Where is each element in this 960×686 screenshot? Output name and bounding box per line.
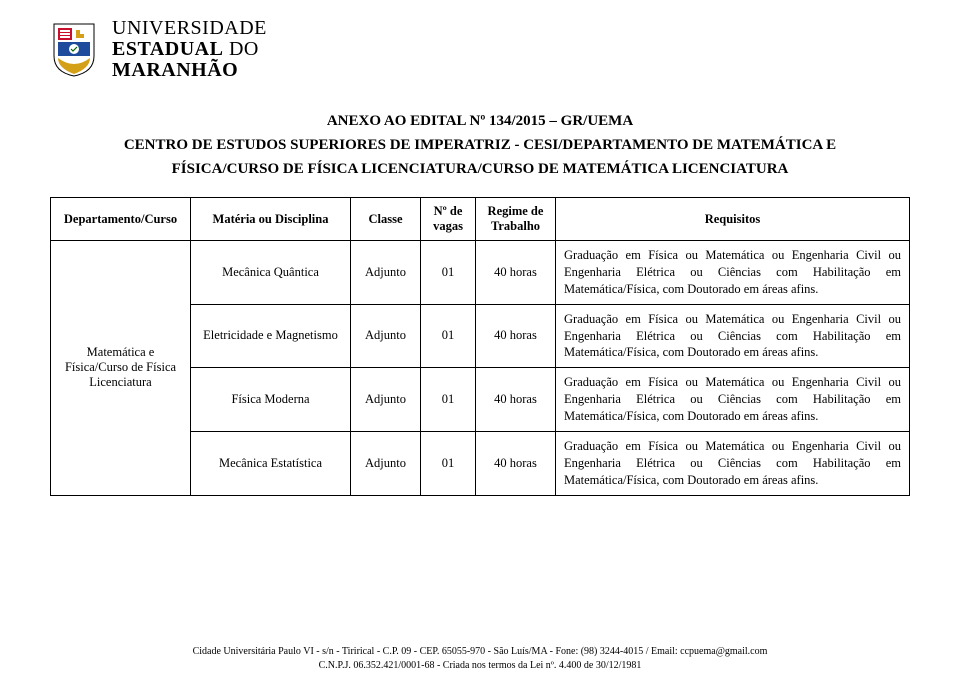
req-cell: Graduação em Física ou Matemática ou Eng… — [556, 431, 910, 495]
vacancies-cell: 01 — [421, 368, 476, 432]
col-regime-l1: Regime de — [484, 204, 547, 219]
req-cell: Graduação em Física ou Matemática ou Eng… — [556, 304, 910, 368]
university-crest-icon — [50, 22, 98, 78]
col-vacancies: Nº de vagas — [421, 198, 476, 241]
regime-cell: 40 horas — [476, 368, 556, 432]
col-subject: Matéria ou Disciplina — [191, 198, 351, 241]
page-header: UNIVERSIDADE ESTADUAL DO MARANHÃO — [50, 18, 910, 81]
uni-line2-bold: ESTADUAL — [112, 38, 223, 60]
vacancies-cell: 01 — [421, 431, 476, 495]
subject-cell: Mecânica Quântica — [191, 241, 351, 305]
vacancies-table: Departamento/Curso Matéria ou Disciplina… — [50, 197, 910, 496]
col-dept: Departamento/Curso — [51, 198, 191, 241]
title-line-1: ANEXO AO EDITAL Nº 134/2015 – GR/UEMA — [50, 109, 910, 133]
title-line-3: FÍSICA/CURSO DE FÍSICA LICENCIATURA/CURS… — [50, 157, 910, 181]
uni-line1-prefix: U — [112, 17, 127, 39]
regime-cell: 40 horas — [476, 304, 556, 368]
dept-cell: Matemática e Física/Curso de Física Lice… — [51, 241, 191, 496]
university-name: UNIVERSIDADE ESTADUAL DO MARANHÃO — [112, 18, 267, 81]
footer-line-2: C.N.P.J. 06.352.421/0001-68 - Criada nos… — [0, 659, 960, 673]
vacancies-cell: 01 — [421, 241, 476, 305]
col-vacancies-l2: vagas — [429, 219, 467, 234]
col-regime-l2: Trabalho — [484, 219, 547, 234]
class-cell: Adjunto — [351, 431, 421, 495]
class-cell: Adjunto — [351, 241, 421, 305]
title-line-2: CENTRO DE ESTUDOS SUPERIORES DE IMPERATR… — [50, 133, 910, 157]
req-cell: Graduação em Física ou Matemática ou Eng… — [556, 368, 910, 432]
page-footer: Cidade Universitária Paulo VI - s/n - Ti… — [0, 645, 960, 672]
class-cell: Adjunto — [351, 304, 421, 368]
table-row: Matemática e Física/Curso de Física Lice… — [51, 241, 910, 305]
class-cell: Adjunto — [351, 368, 421, 432]
req-cell: Graduação em Física ou Matemática ou Eng… — [556, 241, 910, 305]
uni-line2-rest: DO — [223, 38, 258, 60]
subject-cell: Física Moderna — [191, 368, 351, 432]
subject-cell: Mecânica Estatística — [191, 431, 351, 495]
col-class: Classe — [351, 198, 421, 241]
regime-cell: 40 horas — [476, 431, 556, 495]
col-req: Requisitos — [556, 198, 910, 241]
regime-cell: 40 horas — [476, 241, 556, 305]
footer-line-1: Cidade Universitária Paulo VI - s/n - Ti… — [0, 645, 960, 659]
col-regime: Regime de Trabalho — [476, 198, 556, 241]
col-vacancies-l1: Nº de — [429, 204, 467, 219]
document-title: ANEXO AO EDITAL Nº 134/2015 – GR/UEMA CE… — [50, 109, 910, 181]
uni-line1-rest: NIVERSIDADE — [127, 17, 267, 39]
vacancies-cell: 01 — [421, 304, 476, 368]
table-header-row: Departamento/Curso Matéria ou Disciplina… — [51, 198, 910, 241]
uni-line3: MARANHÃO — [112, 59, 238, 81]
subject-cell: Eletricidade e Magnetismo — [191, 304, 351, 368]
